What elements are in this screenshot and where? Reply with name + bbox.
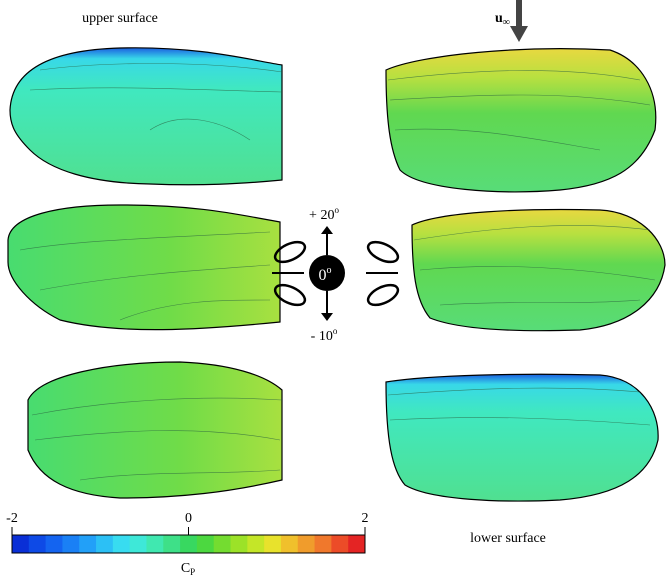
colorbar-swatch [112, 535, 131, 553]
contour [19, 231, 271, 321]
angle-center: 0o [319, 265, 332, 284]
angle-degree: o [327, 265, 332, 276]
colorbar-swatch [62, 535, 80, 553]
contour [29, 63, 283, 141]
colorbar-swatch [230, 535, 248, 553]
colorbar-swatch [314, 535, 332, 553]
colorbar-swatch [280, 535, 299, 553]
angle-degree: o [333, 326, 338, 336]
contour [387, 70, 651, 151]
angle-value: 0 [319, 267, 327, 284]
panel-lower-0 [411, 208, 666, 332]
colorbar-swatch [196, 535, 215, 553]
wing-section [366, 283, 400, 307]
colorbar-swatch [348, 535, 366, 553]
upper-surface-label: upper surface [82, 11, 158, 26]
freestream-subscript: ∞ [503, 17, 510, 28]
colorbar-subscript: P [190, 567, 195, 577]
colorbar-swatch [180, 535, 198, 553]
colorbar-swatch [96, 535, 114, 553]
panel-upper-20 [385, 48, 657, 193]
contour [413, 225, 656, 306]
colorbar-swatch [331, 535, 349, 553]
angle-value: + 20 [309, 208, 334, 223]
colorbar-swatch [45, 535, 63, 553]
freestream-symbol: u [495, 11, 503, 26]
colorbar-tick-label: 2 [362, 511, 369, 526]
panel-upper-neg10 [27, 361, 283, 499]
colorbar-symbol: C [181, 561, 190, 576]
body-circle [309, 255, 345, 291]
colorbar-swatch [129, 535, 147, 553]
angle-diagram: 0o + 20o - 10o [272, 205, 400, 344]
angle-degree: o [334, 205, 339, 215]
wing-section [366, 240, 400, 264]
angle-down: - 10o [311, 326, 338, 344]
angle-up: + 20o [309, 205, 339, 223]
wing-section [273, 240, 307, 264]
angle-value: - 10 [311, 329, 333, 344]
colorbar-tick-label: 0 [185, 511, 192, 526]
colorbar-swatch [28, 535, 47, 553]
panel-upper-0b [7, 204, 281, 331]
colorbar-swatch [79, 535, 97, 553]
colorbar: -2 0 2 [6, 511, 369, 554]
freestream-label: u∞ [495, 11, 510, 28]
colorbar-label: CP [181, 561, 195, 577]
freestream-arrowhead [510, 26, 528, 42]
colorbar-tick-label: -2 [6, 511, 18, 526]
colorbar-swatch [247, 535, 265, 553]
wing-section [273, 283, 307, 307]
colorbar-swatch [12, 535, 30, 553]
colorbar-swatch [146, 535, 164, 553]
contour [31, 397, 283, 481]
panel-upper-0 [9, 47, 283, 186]
panel-lower-neg10 [385, 373, 659, 502]
colorbar-swatch [297, 535, 316, 553]
lower-surface-label: lower surface [470, 531, 546, 546]
colorbar-swatch [264, 535, 282, 553]
colorbar-swatch [213, 535, 232, 553]
contour [387, 387, 651, 426]
colorbar-swatch [163, 535, 181, 553]
